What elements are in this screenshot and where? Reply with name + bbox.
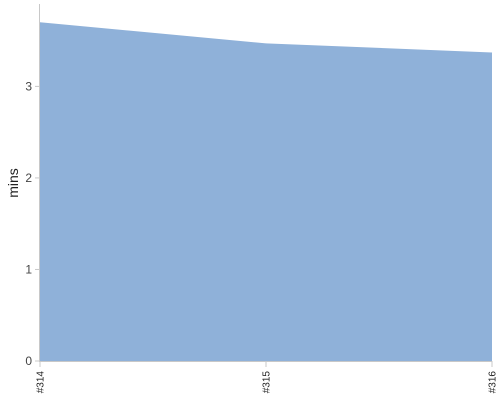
x-tick-label-2: #316 bbox=[488, 371, 499, 394]
x-tick-label-0: #314 bbox=[36, 371, 47, 394]
x-tick-label-1: #315 bbox=[262, 371, 273, 394]
x-tick-labels: #314 #315 #316 bbox=[36, 361, 499, 393]
y-axis-title: mins bbox=[5, 168, 21, 198]
y-tick-labels: 0 1 2 3 bbox=[25, 79, 40, 368]
area-series bbox=[39, 22, 493, 362]
y-tick-label-2: 2 bbox=[25, 171, 32, 185]
y-tick-label-3: 3 bbox=[25, 79, 32, 93]
y-tick-label-0: 0 bbox=[25, 354, 32, 368]
area-fill bbox=[40, 22, 492, 362]
y-tick-label-1: 1 bbox=[25, 262, 32, 276]
